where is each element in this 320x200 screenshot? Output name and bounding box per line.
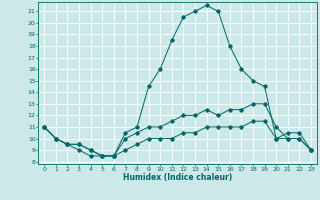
X-axis label: Humidex (Indice chaleur): Humidex (Indice chaleur) (123, 173, 232, 182)
